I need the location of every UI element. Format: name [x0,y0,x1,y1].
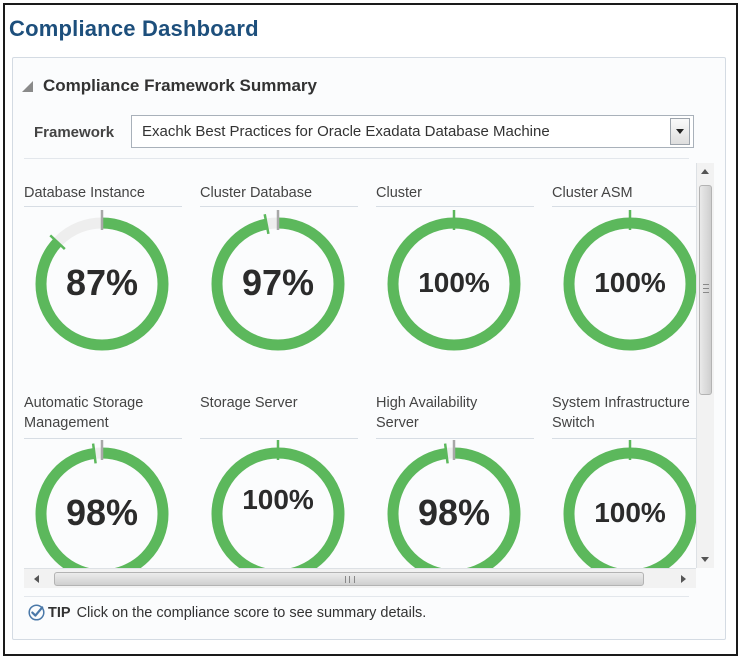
scroll-left-arrow-icon[interactable] [34,575,39,583]
tip-message: TIP Click on the compliance score to see… [28,604,426,621]
compliance-score[interactable]: 100% [242,484,314,515]
tip-text: Click on the compliance score to see sum… [76,604,427,621]
summary-panel [12,57,726,640]
gauge-ring[interactable] [384,210,524,354]
compliance-gauge[interactable]: 97% [208,210,348,359]
horizontal-scrollbar[interactable] [24,568,696,588]
scroll-down-arrow-icon[interactable] [701,557,709,562]
compliance-score[interactable]: 98% [417,491,491,533]
compliance-gauge[interactable]: 100% [560,440,696,568]
compliance-score[interactable]: 100% [594,496,666,528]
page-title: Compliance Dashboard [9,16,259,41]
gauge-end-marker [263,214,270,235]
summary-title: Compliance Framework Summary [43,76,317,95]
tip-label: TIP [48,604,71,621]
compliance-gauge[interactable]: 100% [384,210,524,359]
horizontal-grip-icon [345,576,355,583]
tile-label: Cluster ASM [552,183,696,207]
framework-label: Framework [34,124,115,141]
gauge-ring[interactable] [560,440,696,568]
gauge-end-marker [91,443,97,464]
framework-select-value: Exachk Best Practices for Oracle Exadata… [142,123,550,140]
compliance-score[interactable]: 100% [418,266,490,298]
gauge-end-marker [443,443,449,464]
gauge-ring[interactable] [384,440,524,568]
gauge-grid: Database Instance 87% Cluster Database 97% C… [24,163,696,568]
compliance-gauge[interactable]: 98% [32,440,172,568]
tile-label: Cluster Database [200,183,358,207]
collapse-triangle-icon[interactable] [22,80,33,92]
framework-select[interactable]: Exachk Best Practices for Oracle Exadata… [131,115,694,148]
compliance-score[interactable]: 97% [241,261,315,303]
compliance-score[interactable]: 98% [65,491,139,533]
tile-label: System Infrastructure Switch [552,393,696,439]
checkmark-icon [28,604,45,621]
horizontal-scroll-thumb[interactable] [54,572,644,586]
vertical-scroll-thumb[interactable] [699,185,712,395]
gauge-ring[interactable] [560,210,696,354]
tile-label: Database Instance [24,183,182,207]
compliance-gauge[interactable]: 100% [560,210,696,359]
tile-label: Automatic Storage Management [24,393,182,439]
scroll-right-arrow-icon[interactable] [681,575,686,583]
tile-label: High Availability Server [376,393,534,439]
compliance-gauge[interactable]: 98% [384,440,524,568]
gauge-end-marker [49,234,66,250]
gauge-ring[interactable] [208,440,348,568]
scroll-up-arrow-icon[interactable] [701,169,709,174]
dropdown-arrow-icon[interactable] [670,118,690,145]
compliance-gauge[interactable]: 87% [32,210,172,359]
tile-label: Cluster [376,183,534,207]
gauge-ring[interactable] [32,210,172,354]
tile-label: Storage Server [200,393,358,439]
vertical-grip-icon [703,284,709,293]
compliance-score[interactable]: 100% [594,266,666,298]
gauge-ring[interactable] [32,440,172,568]
compliance-gauge[interactable]: 100% [208,440,348,568]
divider [24,158,689,159]
divider [24,596,689,597]
vertical-scrollbar[interactable] [696,163,714,568]
compliance-score[interactable]: 87% [65,261,139,303]
summary-header[interactable]: Compliance Framework Summary [22,76,317,96]
gauge-ring[interactable] [208,210,348,354]
